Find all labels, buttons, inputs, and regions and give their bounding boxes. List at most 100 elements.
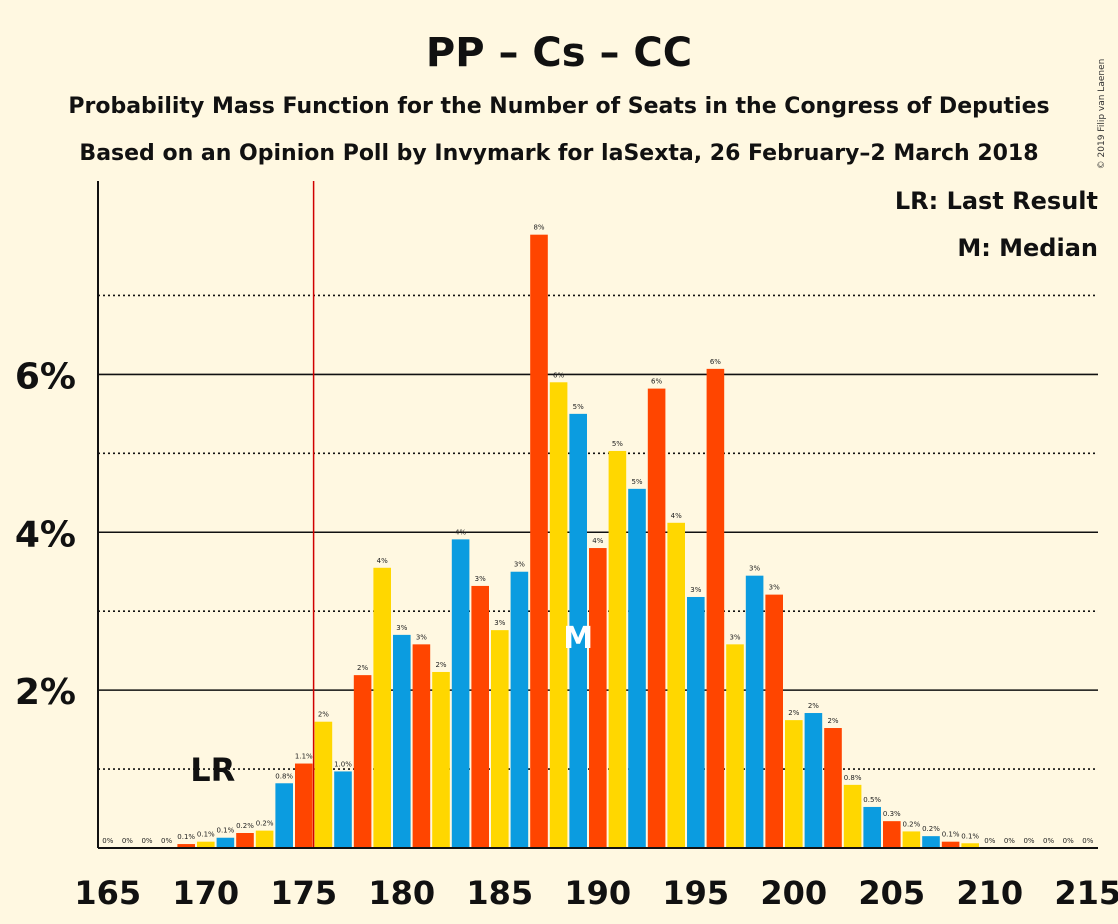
bar-label-165: 0% [102, 837, 113, 845]
chart-subtitle-1: Probability Mass Function for the Number… [68, 94, 1049, 119]
bar-label-168: 0% [161, 837, 172, 845]
bar-203 [843, 784, 862, 848]
bar-195 [687, 596, 705, 848]
bar-label-174: 0.8% [275, 772, 293, 780]
bar-label-187: 8% [533, 224, 544, 232]
bar-label-190: 4% [592, 537, 603, 545]
bar-label-184: 3% [475, 575, 486, 583]
bar-label-171: 0.1% [217, 827, 235, 835]
bar-label-182: 2% [435, 661, 446, 669]
bar-178 [353, 675, 372, 848]
bar-193 [647, 388, 666, 848]
bar-label-202: 2% [827, 717, 838, 725]
bar-171 [216, 837, 235, 848]
bar-179 [373, 567, 391, 848]
bar-label-215: 0% [1082, 837, 1093, 845]
bar-label-208: 0.1% [942, 831, 960, 839]
bar-194 [667, 522, 685, 848]
last-result-marker: LR [190, 751, 235, 789]
bar-label-210: 0% [984, 837, 995, 845]
bar-label-206: 0.2% [903, 820, 921, 828]
bar-label-170: 0.1% [197, 831, 215, 839]
bar-label-181: 3% [416, 633, 427, 641]
bar-label-194: 4% [671, 512, 682, 520]
bar-label-177: 1.0% [334, 760, 352, 768]
bar-label-188: 6% [553, 371, 564, 379]
bar-198 [745, 575, 764, 848]
bar-label-180: 3% [396, 624, 407, 632]
x-tick-label: 180 [368, 874, 435, 912]
chart-subtitle-2: Based on an Opinion Poll by Invymark for… [79, 141, 1038, 166]
bar-202 [824, 728, 842, 848]
x-tick-label: 205 [858, 874, 925, 912]
y-tick-label: 4% [15, 514, 76, 555]
legend-median: M: Median [957, 234, 1098, 262]
bar-label-198: 3% [749, 565, 760, 573]
x-tick-label: 215 [1054, 874, 1118, 912]
x-tick-label: 175 [270, 874, 337, 912]
bar-208 [941, 841, 960, 848]
bar-label-195: 3% [690, 586, 701, 594]
bar-206 [902, 831, 921, 848]
bar-label-175: 1.1% [295, 753, 313, 761]
bar-label-214: 0% [1063, 837, 1074, 845]
bar-186 [510, 571, 529, 848]
bar-label-197: 3% [729, 633, 740, 641]
bar-label-193: 6% [651, 378, 662, 386]
bar-169 [177, 844, 195, 848]
x-tick-label: 200 [760, 874, 827, 912]
bar-189 [569, 413, 587, 848]
bar-label-166: 0% [122, 837, 133, 845]
bar-175 [295, 763, 313, 848]
bar-label-178: 2% [357, 664, 368, 672]
bar-label-192: 5% [631, 478, 642, 486]
bar-191 [608, 450, 627, 848]
bar-170 [197, 841, 215, 848]
bar-label-173: 0.2% [256, 820, 274, 828]
bar-187 [530, 234, 548, 849]
bar-label-204: 0.5% [863, 796, 881, 804]
bar-label-189: 5% [573, 403, 584, 411]
bar-label-172: 0.2% [236, 822, 254, 830]
y-tick-label: 6% [15, 356, 76, 397]
bar-182 [432, 671, 450, 848]
bar-label-200: 2% [788, 709, 799, 717]
bar-183 [451, 539, 470, 848]
bar-label-199: 3% [769, 584, 780, 592]
bar-184 [471, 585, 489, 848]
bar-190 [589, 548, 607, 848]
bar-205 [883, 821, 901, 848]
bar-label-185: 3% [494, 619, 505, 627]
bar-196 [706, 368, 725, 848]
bar-200 [785, 720, 803, 848]
copyright-notice: © 2019 Filip van Laenen [1097, 59, 1107, 170]
bar-197 [726, 644, 744, 848]
bar-176 [314, 721, 333, 848]
bar-label-213: 0% [1043, 837, 1054, 845]
bar-label-211: 0% [1004, 837, 1015, 845]
legend-last-result: LR: Last Result [895, 187, 1098, 215]
x-tick-label: 185 [466, 874, 533, 912]
bar-label-209: 0.1% [961, 832, 979, 840]
bar-172 [236, 833, 254, 848]
bar-labels: 0% 0% 0% 0% 0.1% 0.1% 0.1%0.2% 0.2%0.8%1.1%2%1.… [102, 224, 1093, 845]
bar-label-176: 2% [318, 711, 329, 719]
bar-174 [275, 783, 293, 848]
bar-199 [765, 594, 783, 848]
bar-185 [491, 630, 509, 848]
x-tick-label: 210 [956, 874, 1023, 912]
bar-label-196: 6% [710, 358, 721, 366]
bar-209 [961, 843, 979, 848]
bar-207 [922, 836, 940, 848]
bar-label-191: 5% [612, 440, 623, 448]
bar-177 [334, 771, 352, 848]
axes: 165 170 175 180 185 190 195 200 205 210 215 [74, 181, 1118, 912]
bar-label-169: 0.1% [177, 833, 195, 841]
median-marker: M [563, 621, 593, 656]
bar-192 [628, 488, 646, 848]
chart-title: PP – Cs – CC [426, 30, 692, 76]
bar-188 [549, 382, 568, 848]
bar-label-183: 4% [455, 528, 466, 536]
bar-201 [804, 713, 823, 848]
